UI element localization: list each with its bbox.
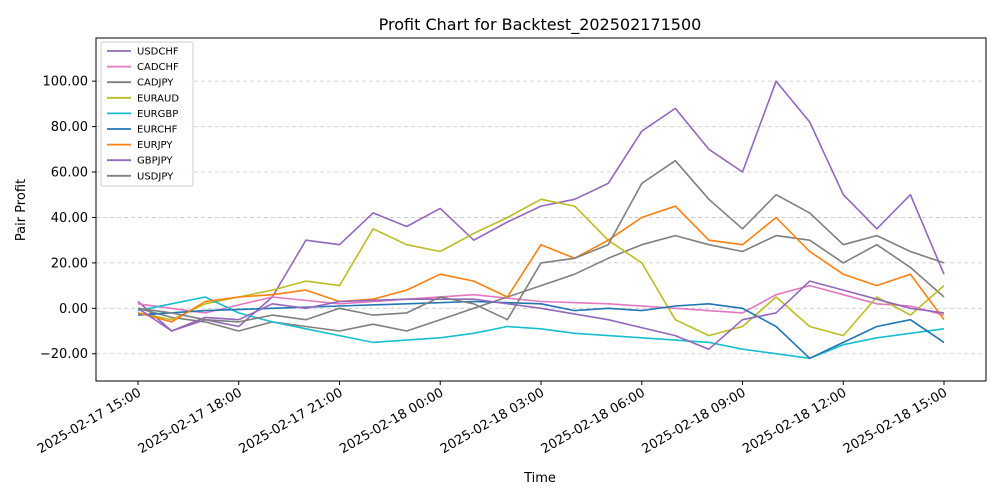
y-tick-label: 60.00 xyxy=(51,166,88,181)
legend-label: USDJPY xyxy=(137,171,174,182)
legend: USDCHF CADCHF CADJPY EURAUD EURGBP EURCHF EURJ… xyxy=(100,41,194,187)
legend-label: EURAUD xyxy=(137,93,179,104)
series-line-eurjpy xyxy=(137,205,945,323)
y-tick-label: 80.00 xyxy=(51,120,88,135)
series-line-euraud xyxy=(137,198,945,337)
legend-label: CADJPY xyxy=(137,78,174,89)
series-line-usdjpy xyxy=(137,159,945,323)
y-tick-label: 100.00 xyxy=(43,75,89,90)
plot-area xyxy=(96,38,986,381)
legend-label: CADCHF xyxy=(137,62,179,73)
legend-box xyxy=(100,41,194,187)
y-tick-label: 0.00 xyxy=(59,302,88,317)
legend-label: EURJPY xyxy=(137,140,173,151)
y-tick-label: 20.00 xyxy=(51,256,88,271)
x-axis-label: Time xyxy=(523,471,556,486)
y-tick-label: 40.00 xyxy=(51,211,88,226)
chart-title: Profit Chart for Backtest_202502171500 xyxy=(379,15,702,35)
legend-label: GBPJPY xyxy=(137,156,173,167)
legend-label: USDCHF xyxy=(137,47,179,58)
y-axis-label: Pair Profit xyxy=(14,179,29,241)
series-line-cadchf xyxy=(137,284,945,316)
legend-label: EURGBP xyxy=(137,109,178,120)
y-axis-ticks: −20.00 0.00 20.00 40.00 60.00 80.00 100.00 xyxy=(40,75,96,362)
legend-label: EURCHF xyxy=(137,125,178,136)
y-tick-label: −20.00 xyxy=(40,347,88,362)
series-line-eurchf xyxy=(137,300,945,360)
series-lines xyxy=(137,80,945,360)
series-line-gbpjpy xyxy=(137,280,945,350)
